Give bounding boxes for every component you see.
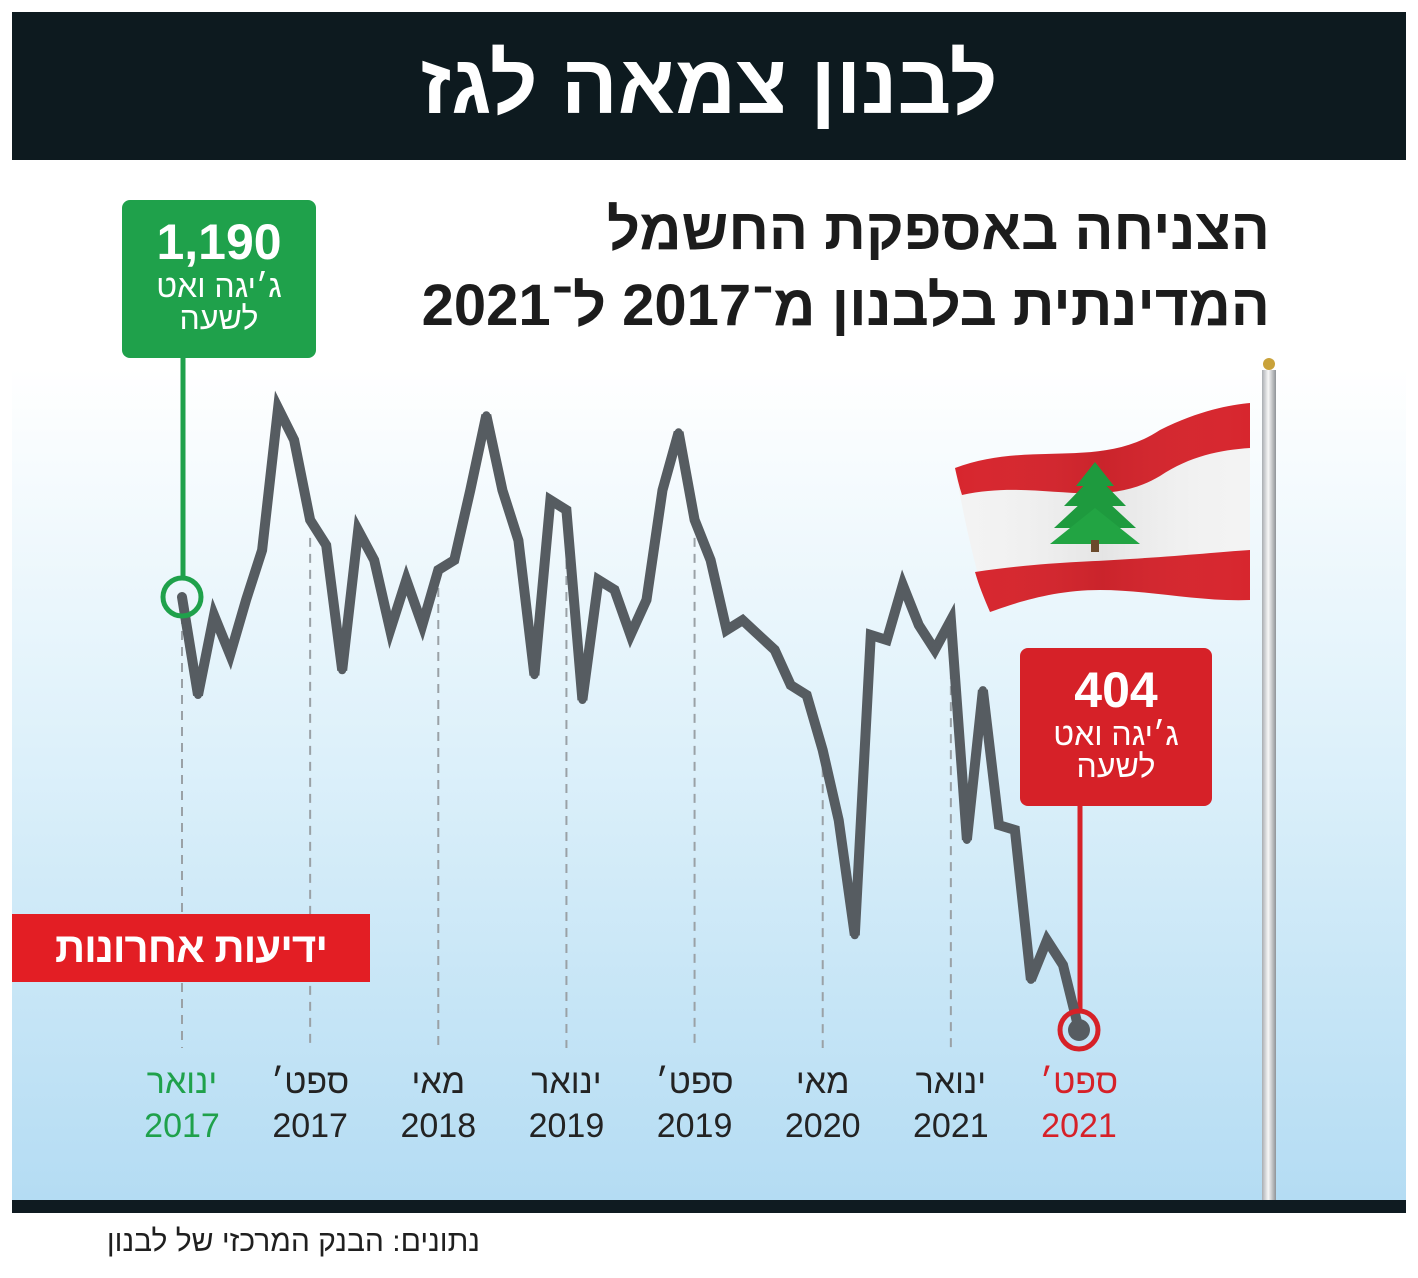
data-point: [498, 486, 507, 495]
data-point: [306, 515, 315, 524]
lebanon-flag-icon: [955, 403, 1250, 612]
data-point: [450, 556, 459, 565]
data-point: [226, 650, 235, 659]
data-point: [946, 616, 955, 625]
data-point: [178, 593, 186, 601]
start-point-marker: [160, 575, 204, 619]
data-point: [818, 746, 827, 755]
source-note: נתונים: הבנק המרכזי של לבנון: [106, 1225, 480, 1258]
cedar-icon: [1050, 462, 1140, 552]
data-point: [610, 585, 619, 594]
data-point: [290, 435, 299, 444]
data-point: [930, 645, 939, 654]
bottom-rule: [12, 1200, 1406, 1213]
page-title: לבנון צמאה לגז: [420, 37, 998, 131]
end-unit-line-1: ג׳יגה ואט: [1053, 716, 1179, 752]
data-point: [706, 556, 715, 565]
data-point: [1026, 975, 1035, 984]
data-point: [978, 686, 987, 695]
data-point: [354, 526, 363, 535]
data-point: [866, 631, 875, 640]
series-group: [177, 390, 1084, 1035]
publisher-logo: ידיעות אחרונות: [12, 914, 370, 982]
data-point: [802, 691, 811, 700]
data-point: [434, 566, 443, 575]
data-point: [722, 626, 731, 635]
data-point: [626, 631, 635, 640]
end-point-dot: [1068, 1019, 1090, 1041]
flagpole-icon: [1262, 358, 1276, 1200]
data-point: [850, 931, 859, 940]
end-value: 404: [1074, 662, 1158, 718]
data-point: [882, 635, 891, 644]
start-unit-line-1: ג׳יגה ואט: [156, 268, 282, 304]
end-unit-line-2: לשעה: [1076, 748, 1156, 784]
end-value-callout: 404 ג׳יגה ואט לשעה: [1020, 648, 1212, 806]
data-point: [594, 575, 603, 584]
data-point: [1042, 936, 1051, 945]
chart-subtitle: הצניחה באספקת החשמל המדינתית בלבנון מ־20…: [270, 192, 1270, 344]
data-point: [210, 611, 219, 620]
data-point: [786, 681, 795, 690]
data-point: [386, 626, 395, 635]
endpoint-markers: [160, 575, 1101, 1052]
start-value: 1,190: [156, 214, 282, 270]
data-point: [770, 645, 779, 654]
start-value-callout: 1,190 ג׳יגה ואט לשעה: [122, 200, 316, 358]
data-point: [466, 486, 475, 495]
data-point: [690, 515, 699, 524]
data-point: [338, 666, 347, 675]
data-point: [898, 580, 907, 589]
title-banner: לבנון צמאה לגז: [12, 12, 1406, 160]
data-point: [402, 575, 411, 584]
data-point: [546, 496, 555, 505]
data-point: [658, 486, 667, 495]
data-point: [642, 595, 651, 604]
data-point: [674, 428, 683, 437]
data-point: [194, 691, 203, 700]
data-point: [1010, 826, 1019, 835]
data-point: [514, 536, 523, 545]
data-point: [274, 404, 283, 413]
data-point: [578, 696, 587, 705]
data-point: [754, 631, 763, 640]
data-point: [370, 556, 379, 565]
subtitle-line-1: הצניחה באספקת החשמל: [606, 197, 1270, 262]
data-point: [962, 835, 971, 844]
data-point: [482, 411, 491, 420]
subtitle-line-2: המדינתית בלבנון מ־2017 ל־2021: [421, 273, 1270, 338]
data-point: [738, 616, 747, 625]
data-point: [1058, 960, 1067, 969]
data-point: [914, 621, 923, 630]
data-point: [258, 546, 267, 555]
end-point-marker: [1057, 1008, 1101, 1052]
data-point: [322, 541, 331, 550]
data-point: [530, 671, 539, 680]
start-unit-line-2: לשעה: [179, 300, 259, 336]
data-point: [834, 816, 843, 825]
data-point: [994, 821, 1003, 830]
data-point: [242, 595, 251, 604]
data-point: [418, 621, 427, 630]
data-point: [562, 505, 571, 514]
